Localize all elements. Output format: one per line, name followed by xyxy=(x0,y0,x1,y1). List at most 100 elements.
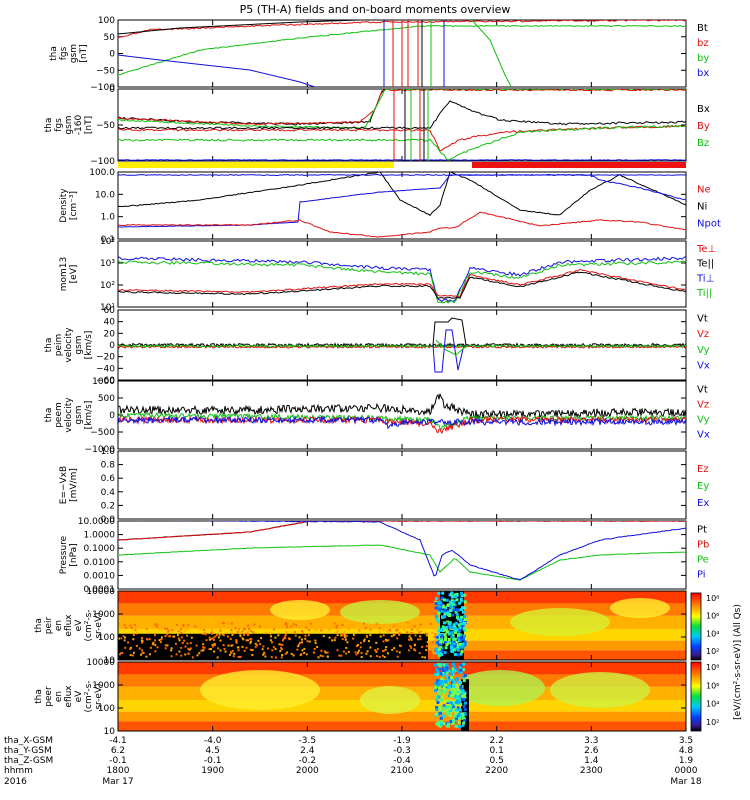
legend-by: by xyxy=(697,53,709,64)
legend-ex: Ex xyxy=(697,498,709,509)
y-tick-label: 1000 xyxy=(92,377,115,387)
y-tick-label: 0 xyxy=(109,341,115,351)
pb-trace xyxy=(118,521,686,541)
vt-trace xyxy=(118,342,686,348)
y-tick-label: −50 xyxy=(96,66,115,76)
peir-spectrogram xyxy=(118,591,686,660)
x-axis-row-label: tha_Z-GSM xyxy=(4,756,53,766)
y-tick-label: −1000 xyxy=(85,445,116,455)
vy-trace xyxy=(118,411,686,431)
panel-frame-fgs-160 xyxy=(117,88,687,162)
y-axis-label: velocity xyxy=(64,327,74,363)
y-axis-label: -160 xyxy=(74,115,84,136)
panel-frame-density xyxy=(117,171,687,240)
y-tick-label: 10¹ xyxy=(100,303,115,313)
x-axis-value: 3.5 xyxy=(679,736,693,746)
colorbar-tick: 10⁸ xyxy=(706,663,719,672)
y-axis-label: tha xyxy=(44,118,54,133)
colorbar-tick: 10⁸ xyxy=(706,594,719,603)
y-tick-label: −100 xyxy=(90,83,115,93)
legend-bt: Bt xyxy=(697,23,708,34)
y-tick-label: 0.4 xyxy=(101,488,116,498)
y-tick-label: 0 xyxy=(109,50,115,60)
vt-burst xyxy=(432,317,467,346)
y-axis-label: peer xyxy=(44,686,54,707)
y-axis-label: mom13 xyxy=(59,257,69,292)
colorbar-label: [eV/(cm²-s-sr-eV)] (All Qs) xyxy=(733,604,743,720)
y-tick-label: −20 xyxy=(96,353,115,363)
vx-trace xyxy=(118,415,686,430)
x-axis-row-label: tha_X-GSM xyxy=(4,736,53,746)
y-axis-label: peir xyxy=(44,616,54,634)
y-axis-label: sr-eV) xyxy=(94,683,104,709)
x-axis-value: 0.1 xyxy=(490,746,504,756)
date-label: Mar 17 xyxy=(102,777,133,787)
x-axis-value: -4.0 xyxy=(204,736,222,746)
y-axis-label: en xyxy=(54,691,64,702)
legend-bx: Bx xyxy=(697,104,710,115)
bx-trace xyxy=(118,89,686,126)
y-axis-label: sr-eV) xyxy=(94,612,104,638)
y-tick-label: 0.1 xyxy=(101,235,115,245)
x-axis-value: 2300 xyxy=(580,766,603,776)
x-axis-value: -1.9 xyxy=(393,736,411,746)
y-tick-label: −40 xyxy=(96,364,115,374)
bz-trace-late xyxy=(118,124,686,161)
x-axis-value: 1800 xyxy=(107,766,130,776)
vx-burst xyxy=(432,329,465,373)
x-axis-value: 6.2 xyxy=(111,746,125,756)
ni-trace xyxy=(118,172,686,217)
legend-bx: bx xyxy=(697,68,709,79)
x-axis-value: 4.5 xyxy=(206,746,220,756)
colorbar-tick: 10⁴ xyxy=(706,629,719,638)
orbit-bar-red xyxy=(472,162,686,168)
y-axis-label: tha xyxy=(44,408,54,423)
x-axis-value: 1900 xyxy=(201,766,224,776)
y-tick-label: 0 xyxy=(109,85,115,95)
y-tick-label: 10000 xyxy=(86,658,115,668)
vy-burst xyxy=(435,339,467,356)
x-axis-value: -0.1 xyxy=(109,756,127,766)
legend-pt: Pt xyxy=(697,524,707,535)
x-axis-value: -0.1 xyxy=(204,756,222,766)
legend-ti: Ti|| xyxy=(696,288,712,299)
legend-vt: Vt xyxy=(697,314,708,325)
x-axis-value: 2.6 xyxy=(584,746,599,756)
orbit-bar-yellow xyxy=(118,162,394,168)
tipar-trace xyxy=(118,260,686,304)
vt-trace xyxy=(118,393,686,419)
y-axis-label: tha xyxy=(49,46,59,61)
x-axis-value: 0000 xyxy=(675,766,698,776)
y-tick-label: 10.0000 xyxy=(78,517,115,527)
x-axis-value: 2.2 xyxy=(490,736,504,746)
y-tick-label: 100 xyxy=(98,704,115,714)
y-axis-label: tha xyxy=(44,338,54,353)
legend-vx: Vx xyxy=(697,360,710,371)
y-tick-label: −100 xyxy=(90,157,115,167)
y-axis-label: [eV] xyxy=(69,265,79,284)
y-tick-label: 0.2 xyxy=(101,501,115,511)
legend-vt: Vt xyxy=(697,384,708,395)
bt-trace xyxy=(118,20,361,35)
y-tick-label: 100.0 xyxy=(89,168,115,178)
legend-npot: Npot xyxy=(697,219,721,230)
colorbar-tick: 10⁴ xyxy=(706,700,719,709)
y-tick-label: 1.0 xyxy=(101,447,116,457)
legend-bz: bz xyxy=(697,38,709,49)
y-tick-label: 0.6 xyxy=(101,474,116,484)
y-tick-label: 100 xyxy=(98,16,115,26)
y-axis-label: [nPa] xyxy=(69,543,79,566)
x-axis-row-label: tha_Y-GSM xyxy=(4,746,52,756)
ne-trace xyxy=(118,211,686,238)
y-tick-label: 0.0001 xyxy=(84,585,116,595)
legend-ey: Ey xyxy=(697,481,709,492)
y-axis-label: gsm xyxy=(74,335,84,354)
legend-vy: Vy xyxy=(697,345,710,356)
y-axis-label: eflux xyxy=(64,685,74,708)
y-tick-label: 0.0010 xyxy=(84,571,116,581)
y-tick-label: 60 xyxy=(104,306,116,316)
legend-ti: Ti⊥ xyxy=(696,273,714,284)
x-axis-value: -0.3 xyxy=(393,746,411,756)
x-axis-value: 1.4 xyxy=(584,756,599,766)
